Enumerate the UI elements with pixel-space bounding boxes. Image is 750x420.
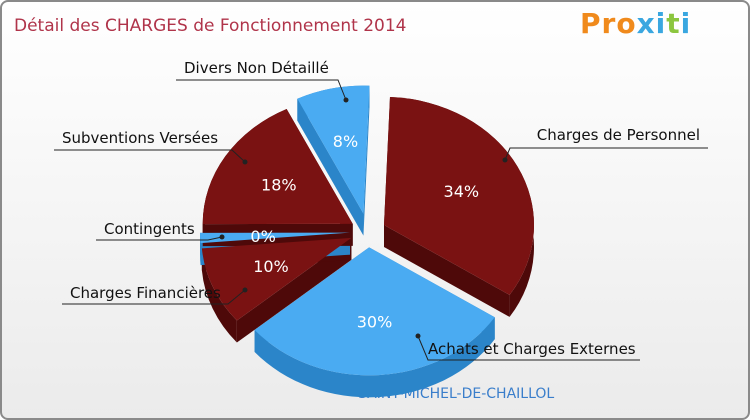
leader-arrowhead — [219, 234, 225, 240]
logo-letter: i — [680, 7, 692, 40]
pie-slice[interactable] — [200, 232, 351, 244]
slice-category-label: Charges Financières — [70, 284, 221, 302]
slice-percent-label: 8% — [333, 132, 358, 151]
logo-letter: o — [616, 7, 637, 40]
slice-percent-label: 34% — [444, 182, 480, 201]
proxiti-logo[interactable]: Proxiti — [580, 7, 691, 40]
pie-slice-side — [254, 317, 495, 398]
pie-slice-wall — [383, 224, 510, 317]
leader-line — [417, 335, 640, 361]
slice-category-label: Charges de Personnel — [537, 126, 700, 144]
slice-percent-label: 10% — [253, 257, 289, 276]
chart-title: Détail des CHARGES de Fonctionnement 201… — [14, 16, 407, 36]
leader-line — [62, 289, 246, 305]
pie-slice[interactable] — [297, 85, 370, 214]
leader-line — [176, 79, 347, 101]
slice-category-label: Subventions Versées — [62, 129, 218, 147]
slice-percent-label: 18% — [261, 176, 297, 195]
logo-letter: x — [636, 7, 656, 40]
leader-arrowhead — [502, 157, 508, 163]
pie-slice[interactable] — [202, 108, 353, 225]
slice-percent-label: 30% — [357, 312, 393, 331]
logo-letter: r — [601, 7, 617, 40]
pie-slice-side — [201, 248, 237, 343]
leader-arrowhead — [242, 287, 248, 293]
pie-slice-wall — [236, 237, 352, 343]
logo-letter: P — [580, 7, 602, 40]
leader-line — [54, 149, 246, 163]
pie-slice[interactable] — [201, 237, 352, 321]
leader-line — [96, 236, 223, 241]
leader-arrowhead — [415, 333, 421, 339]
slice-category-label: Contingents — [104, 220, 195, 238]
logo-letter: i — [655, 7, 667, 40]
slice-percent-label: 0% — [250, 227, 275, 246]
leader-arrowhead — [242, 159, 248, 165]
logo-letter: t — [666, 7, 681, 40]
pie-slice[interactable] — [383, 97, 534, 295]
pie-slice-wall — [363, 85, 370, 236]
pie-slice-wall — [297, 98, 364, 236]
leader-arrowhead — [343, 97, 349, 103]
slice-category-label: Divers Non Détaillé — [184, 59, 329, 77]
pie-slice[interactable] — [254, 247, 495, 376]
leader-line — [504, 147, 708, 161]
slice-category-label: Achats et Charges Externes — [428, 340, 636, 358]
